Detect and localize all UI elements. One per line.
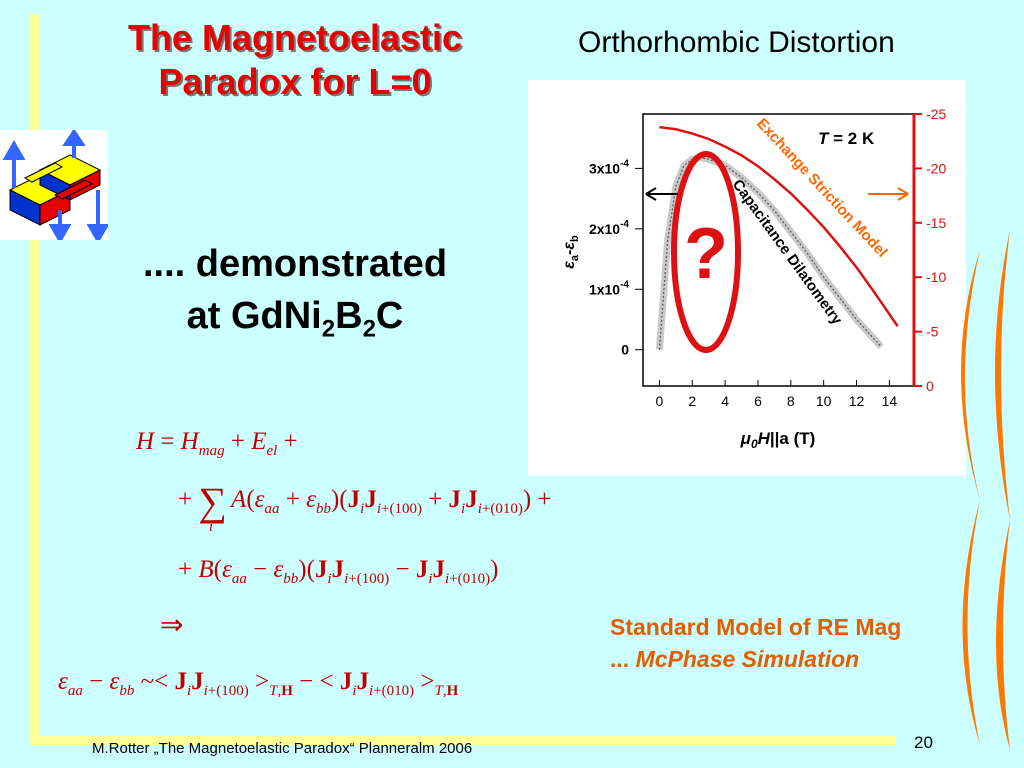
equation-line-1: H = Hmag + Eel + [136,428,298,459]
decor-horizontal-bar [30,736,896,745]
page-number: 20 [914,733,933,752]
arrow-right-head [897,187,909,201]
footer-citation: M.Rotter „The Magnetoelastic Paradox“ Pl… [92,740,473,757]
x-tick-label: 2 [688,393,696,409]
slide-subtitle: Orthorhombic Distortion [578,26,895,59]
equation-line-5: εaa − εbb ~< JiJi+(100) >T,H − < JiJi+(0… [58,668,459,699]
y-left-tick-label: 2x10-4 [589,219,629,237]
magnetostriction-plot: 0 2 4 6 8 10 12 14 0 1x10-4 2x10-4 3x10-4 0 -5 -10 -15 -… [528,80,966,476]
slide-title: The Magnetoelastic Paradox for L=0 [45,16,545,104]
y-left-tick-label: 0 [621,342,629,358]
equation-line-3: + B(εaa − εbb)(JiJi+(100) − JiJi+(010)) [178,556,499,587]
arrow-left-head [645,187,657,201]
y-right-tick-label: 0 [926,378,934,394]
temperature-annotation: T = 2 K [818,129,875,148]
demo-line-2: at GdNi2B2C [186,295,404,343]
x-tick-label: 0 [656,393,664,409]
y-right-tick-label: -25 [926,106,946,122]
x-tick-label: 12 [849,393,865,409]
equation-line-2: + ∑iA(εaa + εbb)(JiJi+(100) + JiJi+(010)… [178,479,552,535]
title-line-2: Paradox for L=0 [158,61,432,102]
y-right-tick-label: -5 [926,324,939,340]
standard-model-text: Standard Model of RE Mag ... McPhase Sim… [610,611,901,675]
question-ring [671,151,741,353]
question-mark: ? [684,214,728,294]
mcphase-label: ... McPhase Simulation [610,646,860,672]
y-right-tick-label: -20 [926,160,946,176]
y-right-tick-label: -10 [926,269,946,285]
y-left-tick-label: 3x10-4 [589,158,629,176]
x-tick-label: 4 [721,393,729,409]
demo-line-1: .... demonstrated [142,243,448,285]
lattice-structure-icon [0,130,108,240]
x-axis-label: μ0H||a (T) [740,429,816,451]
series-capacitance-dilatometry-points [658,156,882,350]
series-exchange-striction [659,125,899,327]
implies-symbol: ⇒ [160,610,184,641]
decor-arcs [961,230,1010,750]
title-line-1: The Magnetoelastic [127,17,463,58]
x-tick-label: 10 [816,393,832,409]
x-tick-label: 14 [882,393,898,409]
y-left-tick-label: 1x10-4 [589,279,629,297]
chart-svg: 0 2 4 6 8 10 12 14 0 1x10-4 2x10-4 3x10-4 0 -5 -10 -15 -… [561,106,946,451]
decor-vertical-bar [30,14,39,744]
x-tick-label: 6 [754,393,762,409]
standard-model-label: Standard Model of RE Mag [610,614,902,640]
x-tick-label: 8 [787,393,795,409]
y-left-axis-label: εa-εb [561,235,581,269]
y-right-tick-label: -15 [926,215,946,231]
demonstrated-text: .... demonstrated at GdNi2B2C [70,238,520,356]
